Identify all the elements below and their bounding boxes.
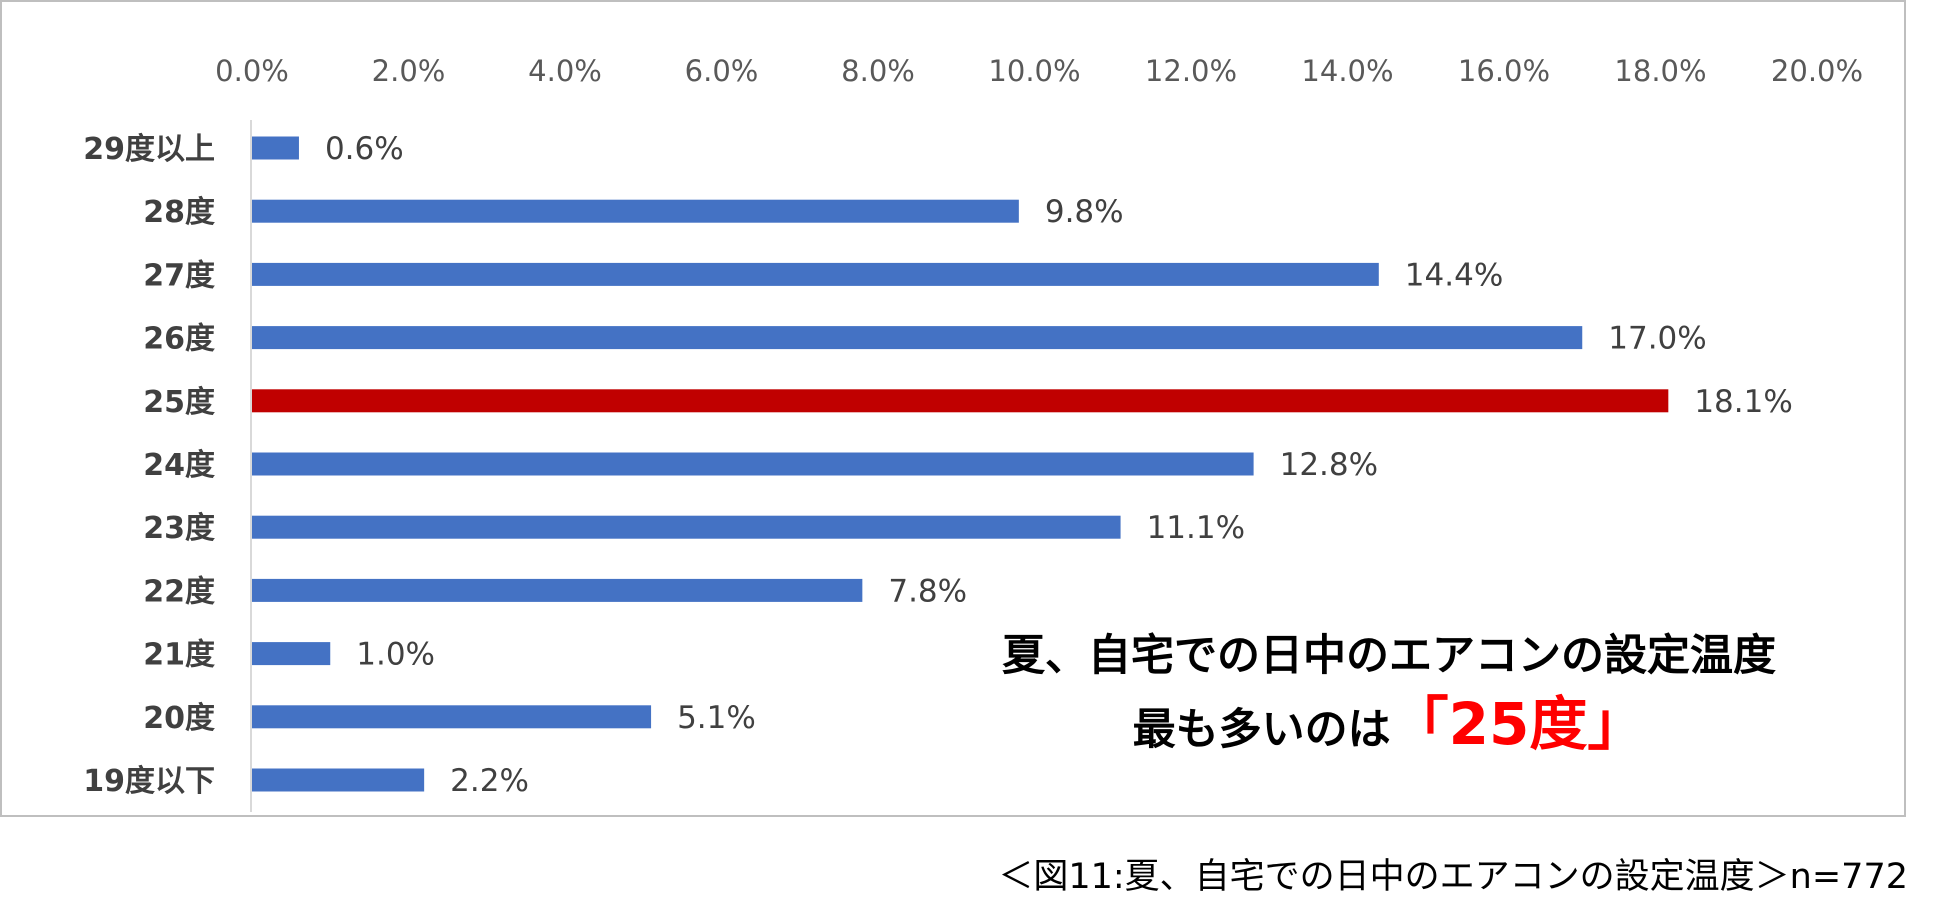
data-label: 11.1%	[1147, 510, 1245, 546]
category-label: 25度	[143, 385, 215, 420]
category-label: 21度	[143, 638, 215, 673]
bar	[252, 326, 1583, 350]
category-label: 20度	[143, 701, 215, 736]
bar	[252, 262, 1379, 286]
x-tick-label: 18.0%	[1614, 54, 1706, 88]
bar	[252, 452, 1254, 476]
figure-caption: ＜図11:夏、自宅での日中のエアコンの設定温度＞n=772	[998, 857, 1908, 897]
x-tick-label: 4.0%	[528, 54, 602, 88]
x-tick-label: 10.0%	[988, 54, 1080, 88]
x-tick-label: 16.0%	[1458, 54, 1550, 88]
annotation-line2-prefix: 最も多いのは	[1133, 705, 1391, 755]
category-label: 23度	[143, 511, 215, 546]
x-tick-label: 6.0%	[685, 54, 759, 88]
x-tick-label: 14.0%	[1301, 54, 1393, 88]
bar	[252, 578, 863, 602]
data-label: 18.1%	[1694, 384, 1792, 420]
data-label: 14.4%	[1405, 257, 1503, 293]
bar	[252, 642, 331, 666]
category-label: 29度以上	[83, 132, 215, 167]
data-label: 0.6%	[325, 131, 404, 167]
category-label: 24度	[143, 448, 215, 483]
annotation-line1: 夏、自宅での日中のエアコンの設定温度	[1002, 631, 1776, 681]
bar	[252, 705, 652, 729]
data-label: 2.2%	[450, 763, 529, 799]
data-label: 9.8%	[1045, 194, 1124, 230]
bar-chart: 0.0% 2.0% 4.0% 6.0% 8.0% 10.0% 12.0% 14.0% 16.0%…	[83, 54, 1863, 812]
data-label: 7.8%	[888, 573, 967, 609]
x-tick-label: 0.0%	[215, 54, 289, 88]
data-label: 5.1%	[677, 700, 756, 736]
data-label: 12.8%	[1280, 447, 1378, 483]
bar	[252, 768, 425, 792]
x-tick-label: 12.0%	[1145, 54, 1237, 88]
x-tick-label: 20.0%	[1771, 54, 1863, 88]
category-label: 19度以下	[83, 764, 215, 799]
category-label: 22度	[143, 574, 215, 609]
x-tick-label: 8.0%	[841, 54, 915, 88]
annotation-line2-emphasis: 「25度」	[1391, 690, 1646, 758]
x-tick-label: 2.0%	[372, 54, 446, 88]
category-label: 26度	[143, 322, 215, 357]
category-label: 28度	[143, 195, 215, 230]
bar-highlight	[252, 389, 1669, 413]
data-label: 1.0%	[356, 637, 435, 673]
bar	[252, 136, 299, 160]
bar	[252, 515, 1121, 539]
data-label: 17.0%	[1608, 321, 1706, 357]
category-label: 27度	[143, 258, 215, 293]
annotation-line2: 最も多いのは「25度」	[1133, 690, 1646, 758]
chart-frame: 0.0% 2.0% 4.0% 6.0% 8.0% 10.0% 12.0% 14.0% 16.0%…	[0, 0, 1906, 817]
bar	[252, 199, 1019, 223]
